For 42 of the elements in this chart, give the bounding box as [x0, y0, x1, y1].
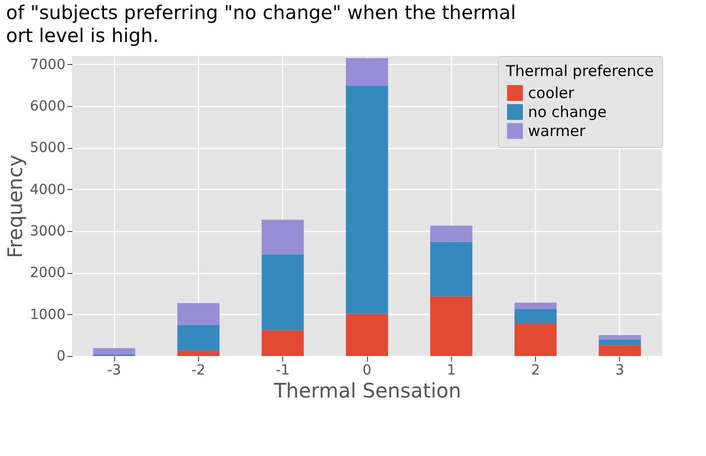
text: of "subjects preferring "no change" when the thermal: [6, 2, 517, 25]
bar: [346, 58, 388, 86]
bar: [598, 339, 641, 346]
x-tick-label: 3: [615, 362, 624, 378]
bar: [262, 220, 304, 254]
y-tick-label: 4000: [30, 182, 66, 198]
y-tick-label: 7000: [30, 56, 66, 73]
bar: [262, 254, 304, 330]
legend-label: no change: [528, 103, 607, 121]
bar: [177, 350, 220, 356]
legend-title: Thermal preference: [505, 62, 654, 80]
bar: [430, 242, 472, 296]
bar: [93, 348, 136, 354]
y-tick-label: 1000: [30, 306, 66, 323]
bar: [430, 226, 472, 242]
y-tick-label: 2000: [30, 265, 66, 282]
bar: [598, 335, 641, 340]
y-tick-label: 6000: [30, 98, 66, 114]
bar: [514, 302, 557, 309]
x-tick-label: -2: [191, 362, 206, 378]
legend-label: warmer: [528, 122, 586, 140]
x-axis-title: Thermal Sensation: [272, 378, 462, 402]
bar: [514, 324, 557, 356]
y-tick-label: 3000: [30, 224, 66, 240]
bar: [514, 308, 557, 324]
bar: [598, 345, 641, 356]
x-tick-label: -1: [276, 362, 290, 378]
y-tick-label: 5000: [30, 140, 66, 156]
bar: [346, 86, 388, 314]
bar: [177, 303, 220, 325]
bar: [430, 296, 472, 356]
bar: [177, 324, 220, 351]
legend-label: cooler: [528, 84, 575, 102]
text: ort level is high.: [6, 25, 160, 48]
bar: [346, 314, 388, 356]
x-tick-label: 1: [446, 362, 456, 378]
x-tick-label: -3: [107, 362, 122, 378]
x-tick-label: 0: [362, 362, 372, 378]
y-axis-title: Frequency: [2, 154, 27, 258]
bar: [262, 330, 304, 356]
y-tick-label: 0: [56, 348, 66, 364]
x-tick-label: 2: [531, 362, 540, 378]
